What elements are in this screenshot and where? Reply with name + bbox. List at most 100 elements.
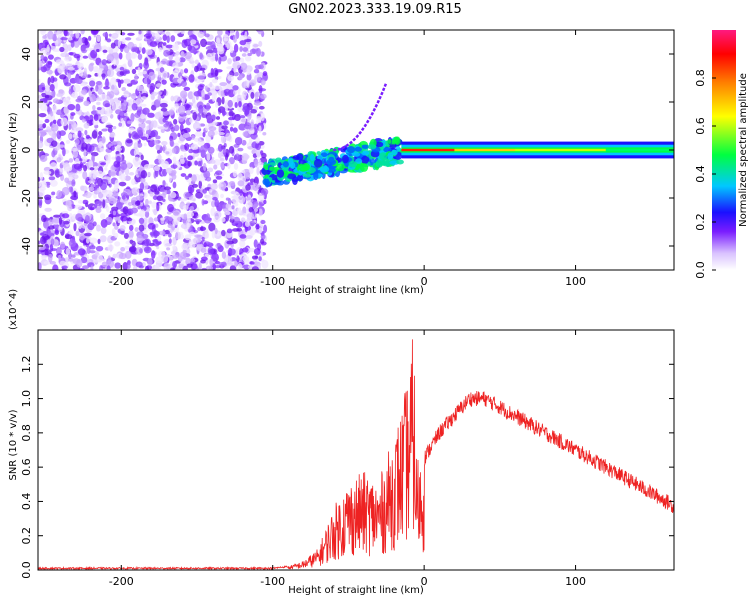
noise-speckle (48, 176, 56, 181)
noise-speckle (107, 126, 113, 133)
noise-speckle (115, 102, 122, 110)
noise-speckle (231, 197, 240, 204)
noise-speckle (127, 59, 133, 68)
noise-speckle (106, 68, 115, 78)
noise-speckle (198, 180, 203, 189)
noise-speckle (192, 149, 200, 154)
transition-blob (387, 152, 394, 161)
noise-speckle (216, 46, 225, 55)
noise-speckle (56, 157, 62, 163)
noise-speckle (238, 101, 242, 108)
noise-speckle (61, 186, 70, 196)
noise-speckle (158, 47, 163, 52)
noise-speckle (193, 219, 202, 223)
noise-speckle (177, 105, 186, 115)
noise-speckle (125, 37, 132, 41)
noise-speckle (251, 255, 259, 260)
noise-speckle (39, 154, 48, 162)
noise-speckle (52, 216, 60, 226)
noise-speckle (110, 145, 115, 151)
snr-series-line (38, 339, 674, 570)
noise-speckle (177, 255, 183, 262)
noise-speckle (174, 142, 179, 147)
noise-speckle (158, 230, 166, 236)
noise-speckle (155, 83, 162, 88)
noise-speckle (215, 170, 223, 176)
noise-speckle (89, 237, 98, 244)
noise-speckle (183, 38, 192, 47)
noise-speckle (82, 171, 88, 180)
spectrogram-y-ticks: -40 -20 0 20 40 (20, 47, 674, 255)
noise-speckle (183, 152, 187, 158)
noise-speckle (64, 257, 70, 263)
noise-speckle (127, 32, 135, 36)
noise-speckle (188, 74, 195, 83)
noise-speckle (187, 242, 196, 249)
noise-speckle (241, 169, 246, 173)
noise-speckle (104, 80, 110, 88)
noise-speckle (92, 66, 99, 73)
noise-speckle (74, 204, 83, 210)
noise-speckle (163, 49, 170, 57)
noise-speckle (194, 59, 199, 65)
noise-speckle (172, 62, 179, 69)
noise-speckle (60, 117, 68, 127)
noise-speckle (183, 94, 187, 102)
noise-speckle (135, 195, 144, 201)
noise-speckle (162, 110, 170, 116)
noise-speckle (220, 162, 225, 169)
noise-speckle (108, 33, 112, 37)
spectrogram-y-axis-label: Frequency (Hz) (8, 112, 19, 188)
noise-speckle (156, 61, 164, 69)
x-tick-label: 100 (565, 575, 586, 588)
stable-band-core (605, 148, 674, 152)
noise-speckle (219, 202, 227, 209)
noise-speckle (239, 62, 248, 71)
colorbar-tick-label: 0.2 (694, 213, 707, 231)
noise-speckle (63, 30, 68, 37)
noise-speckle (42, 35, 47, 39)
noise-speckle (149, 191, 154, 197)
noise-speckle (217, 30, 223, 36)
stable-band-core (515, 148, 606, 152)
noise-speckle (221, 251, 227, 259)
noise-speckle (73, 84, 81, 93)
noise-speckle (123, 45, 130, 54)
transition-blob (296, 153, 304, 161)
noise-speckle (236, 255, 240, 263)
noise-speckle (153, 208, 158, 216)
noise-speckle (59, 46, 65, 53)
noise-speckle (191, 174, 197, 183)
noise-speckle (38, 217, 43, 226)
noise-speckle (234, 153, 241, 161)
transition-blob (361, 155, 369, 164)
noise-speckle (61, 213, 70, 219)
noise-speckle (49, 162, 58, 171)
noise-speckle (145, 49, 153, 56)
noise-speckle (225, 132, 232, 141)
noise-speckle (58, 89, 65, 97)
noise-speckle (115, 109, 122, 115)
noise-speckle (188, 231, 196, 237)
noise-speckle (126, 217, 133, 222)
noise-speckle (80, 45, 88, 54)
noise-speckle (68, 56, 72, 62)
noise-speckle (258, 208, 263, 217)
noise-speckle (238, 75, 243, 81)
transition-blob (276, 169, 285, 178)
noise-speckle (191, 48, 197, 53)
noise-speckle (211, 252, 219, 262)
noise-speckle (217, 151, 223, 159)
noise-speckle (105, 190, 113, 198)
y-tick-label: 40 (20, 47, 33, 61)
noise-speckle (106, 38, 112, 43)
y-tick-label: 1.0 (20, 390, 33, 408)
noise-speckle (48, 225, 55, 230)
noise-speckle (90, 265, 94, 270)
noise-speckle (222, 148, 227, 157)
noise-speckle (215, 101, 219, 108)
noise-speckle (226, 240, 235, 245)
noise-speckle (74, 138, 80, 145)
noise-speckle (61, 265, 68, 270)
transition-blob (361, 150, 370, 156)
